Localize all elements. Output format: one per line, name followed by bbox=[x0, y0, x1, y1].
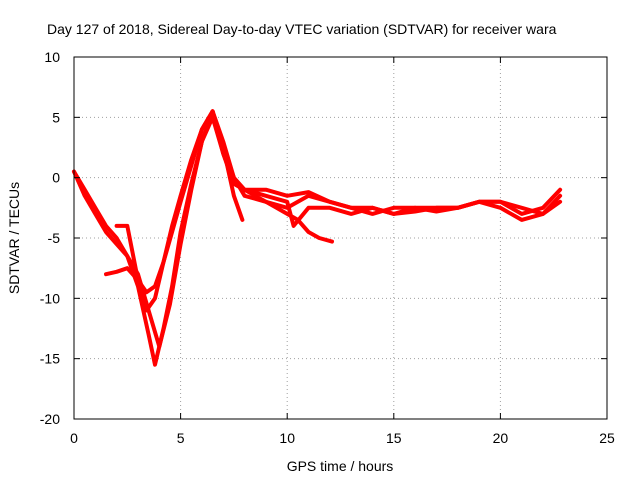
data-series bbox=[72, 109, 563, 367]
y-tick-label: 0 bbox=[52, 170, 60, 186]
y-tick-label: 5 bbox=[52, 109, 60, 125]
x-tick-label: 5 bbox=[177, 430, 185, 446]
y-tick-label: 10 bbox=[44, 49, 60, 65]
y-tick-label: -10 bbox=[40, 290, 60, 306]
x-tick-label: 20 bbox=[493, 430, 509, 446]
grid-lines bbox=[74, 57, 607, 419]
series-line-5 bbox=[114, 109, 563, 313]
y-tick-label: -20 bbox=[40, 411, 60, 427]
y-tick-label: -15 bbox=[40, 351, 60, 367]
series-line-4 bbox=[210, 109, 334, 244]
x-tick-label: 0 bbox=[70, 430, 78, 446]
x-tick-label: 25 bbox=[599, 430, 615, 446]
x-tick-label: 10 bbox=[279, 430, 295, 446]
y-axis-label: SDTVAR / TECUs bbox=[6, 182, 22, 294]
chart-title: Day 127 of 2018, Sidereal Day-to-day VTE… bbox=[47, 21, 557, 37]
x-axis-label: GPS time / hours bbox=[287, 458, 394, 474]
y-tick-label: -5 bbox=[48, 230, 61, 246]
axis-ticks: 0 5 10 15 20 25 10 5 0 -5 -10 -15 -20 bbox=[40, 49, 615, 446]
x-tick-label: 15 bbox=[386, 430, 402, 446]
